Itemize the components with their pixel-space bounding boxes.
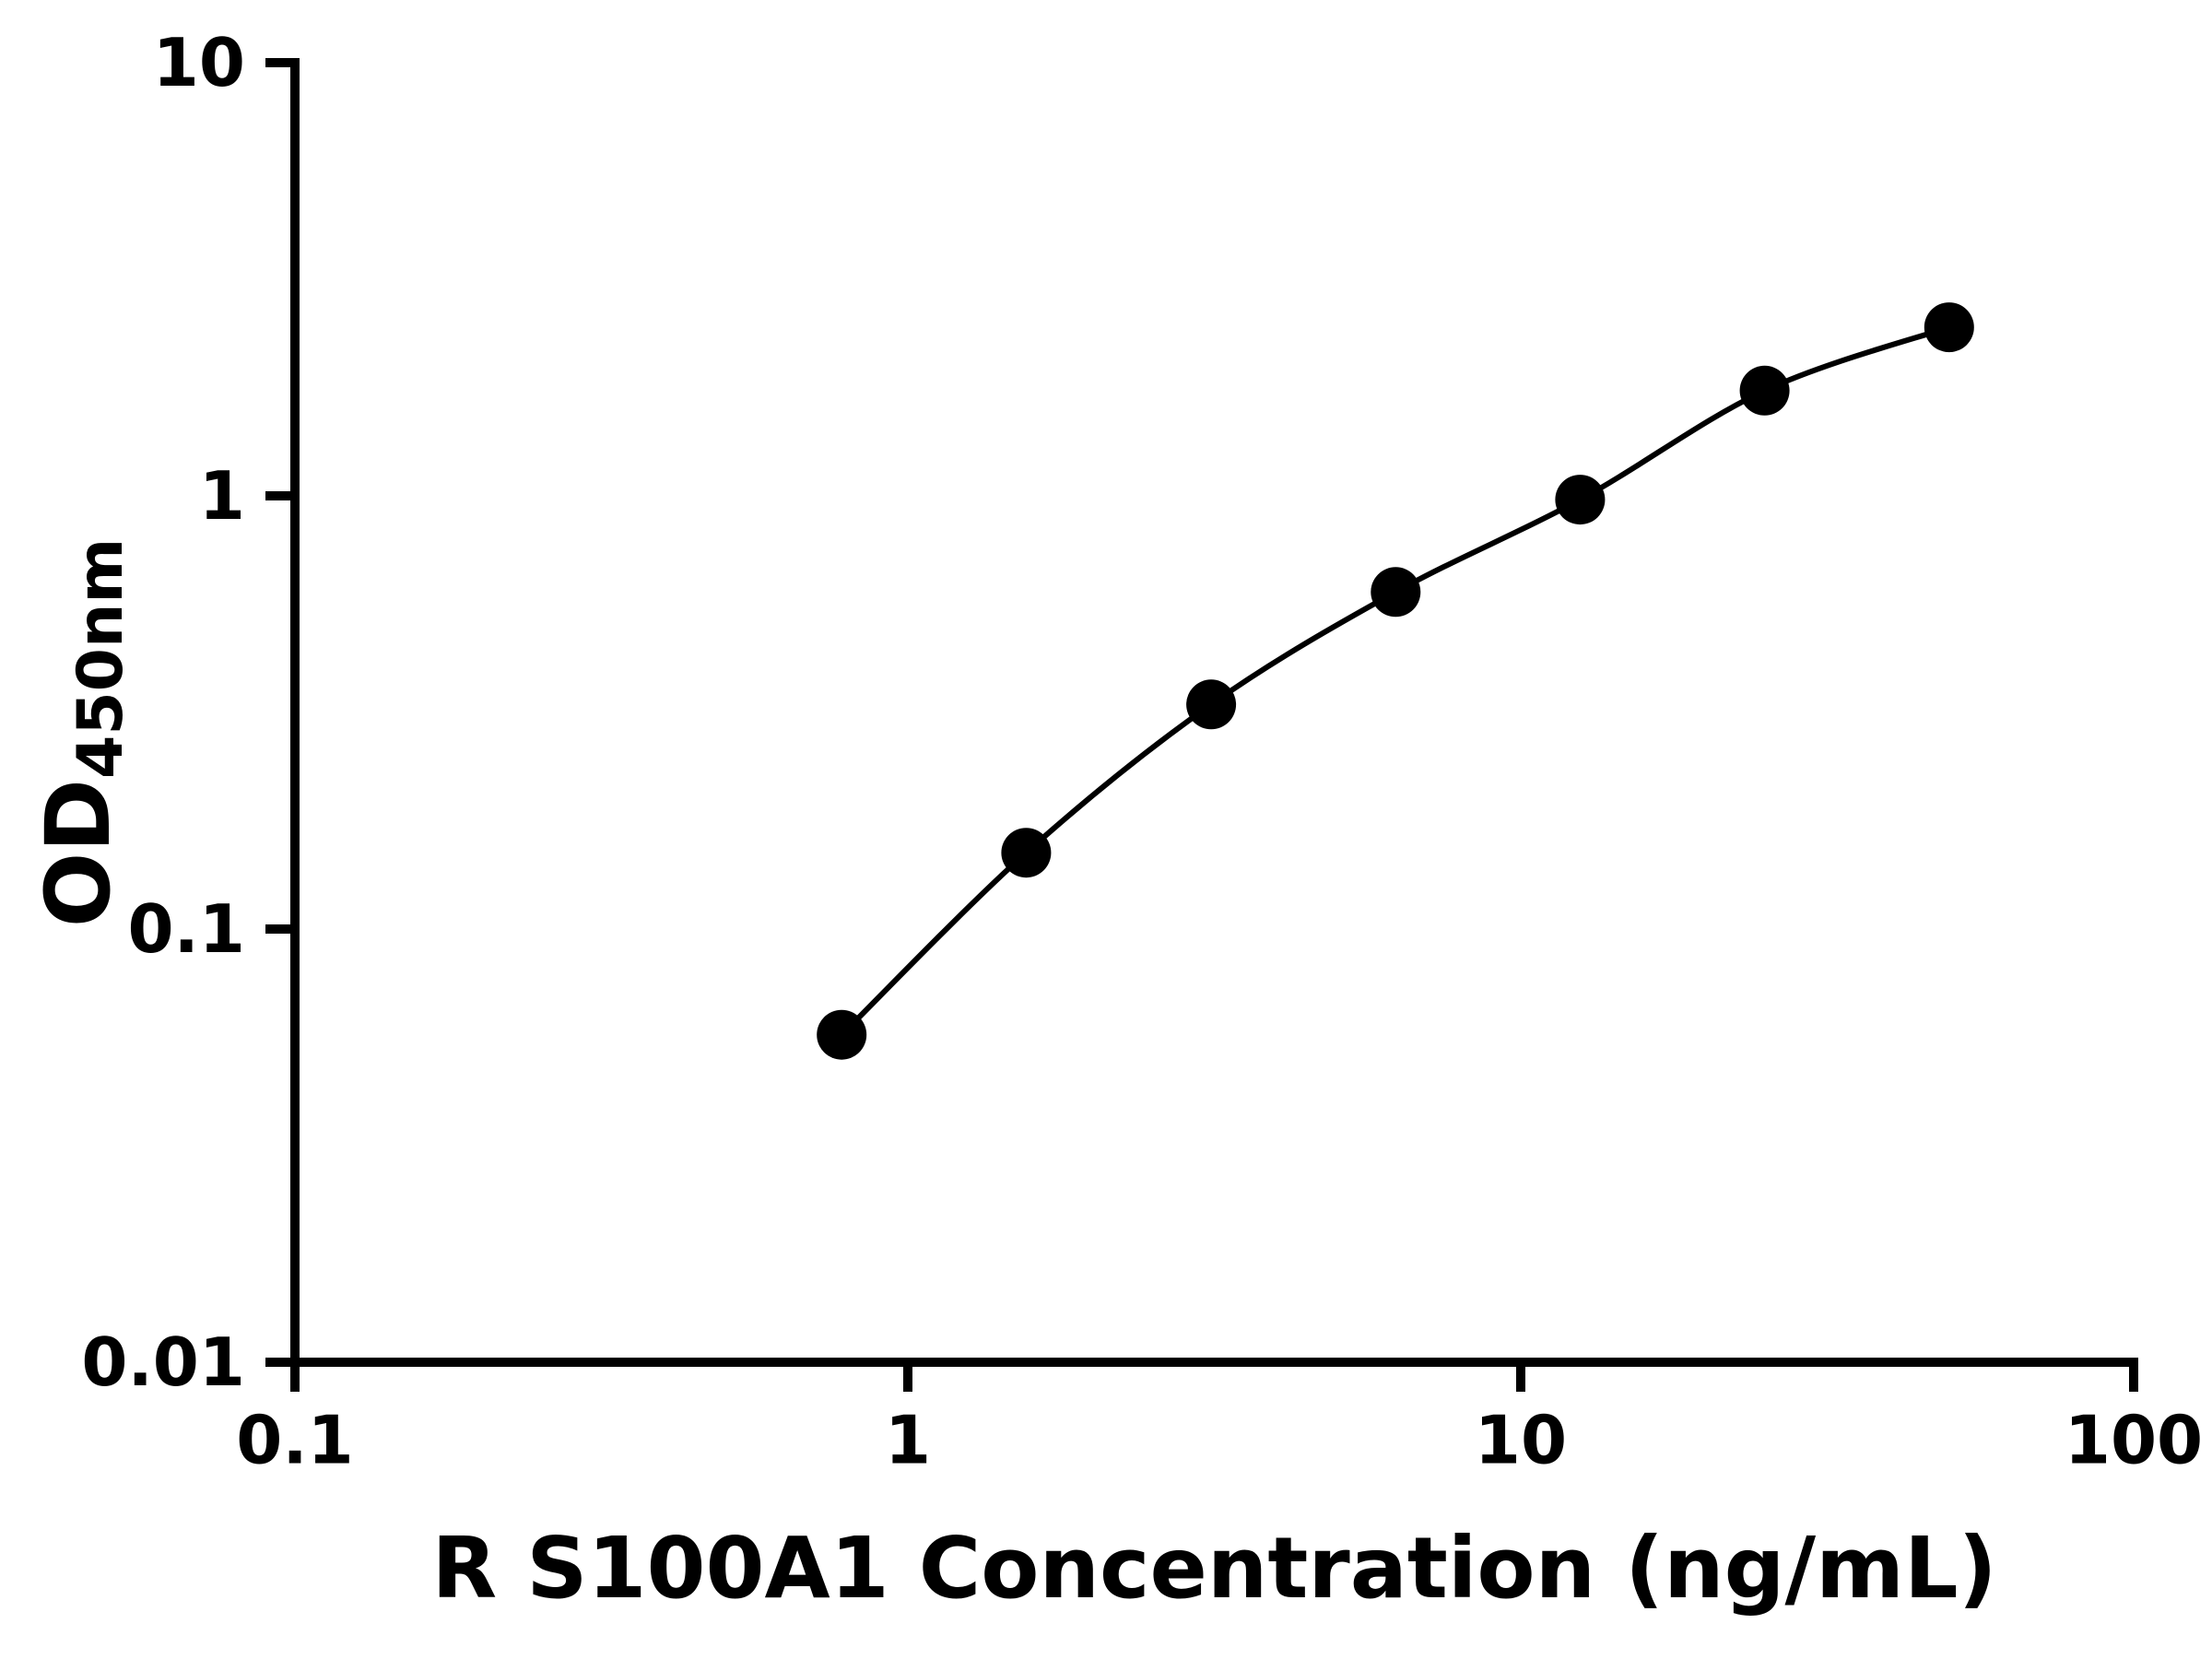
data-point [817, 1009, 867, 1060]
y-tick-label: 1 [199, 457, 245, 535]
data-point [1371, 567, 1421, 618]
x-tick-label: 0.1 [236, 1402, 354, 1479]
data-point [1924, 302, 1974, 353]
y-tick-label: 0.01 [81, 1324, 245, 1401]
data-point [1001, 828, 1052, 878]
data-point [1739, 365, 1790, 416]
y-axis-title: OD450nm [18, 447, 138, 1018]
data-point [1555, 475, 1606, 525]
x-tick-label: 1 [885, 1402, 931, 1479]
y-tick-label: 0.1 [127, 890, 245, 968]
x-tick-label: 10 [1475, 1402, 1567, 1479]
y-axis-title-subscript: 450nm [65, 537, 137, 779]
x-axis-title: R S100A1 Concentration (ng/mL) [295, 1519, 2134, 1618]
fit-curve [840, 324, 1950, 1037]
x-tick-label: 100 [2065, 1402, 2203, 1479]
y-axis-title-text: OD [27, 778, 130, 928]
data-point [1186, 679, 1237, 730]
x-axis-title-text: R S100A1 Concentration (ng/mL) [431, 1519, 1997, 1618]
y-tick-label: 10 [153, 24, 245, 101]
